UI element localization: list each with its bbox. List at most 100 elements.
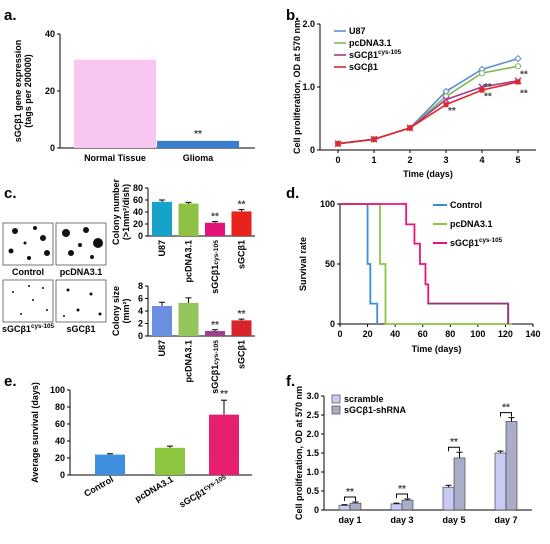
chart-e-average-survival: 0 20 40 60 80 100 Average survival (days) Contr…	[30, 382, 252, 510]
f-y-tick-label: 2.0	[306, 429, 319, 439]
colony-caption: sGCβ1cys-105	[2, 323, 55, 334]
d-x-tick-label: 60	[418, 329, 428, 339]
b-x-tick-label: 0	[335, 155, 340, 165]
b-point	[335, 141, 341, 147]
c1-significance: **	[211, 212, 219, 223]
c1-y-tick-label: 40	[133, 207, 143, 217]
f-legend-swatch	[331, 405, 341, 415]
c1-x-tick-label: pcDNA3.1	[184, 240, 194, 283]
f-y-tick-label: 0	[314, 505, 319, 515]
b-series-line	[337, 81, 519, 145]
chart-c-colony-size: 0 2 4 6 8 Colony size(mm²) U87 pcDNA3.1 sGCβ1cys…	[111, 281, 255, 394]
colony-dot	[42, 287, 44, 289]
b-series-line	[337, 65, 519, 145]
chart-b-proliferation: 0 1.0 2.0 0 1 2 3 4 5 Time (days) Cell proliferati…	[292, 19, 536, 179]
colony-dot	[46, 309, 48, 311]
b-significance: **	[520, 69, 528, 80]
f-x-tick-label: day 5	[442, 515, 465, 525]
c2-y-tick-label: 6	[138, 294, 143, 304]
colony-dot	[8, 248, 14, 254]
colony-dot	[62, 229, 70, 237]
c2-bar	[231, 320, 252, 336]
colony-caption: pcDNA3.1	[60, 267, 103, 277]
b-legend-label: sGCβ1cys-105	[349, 49, 402, 60]
c1-y-tick-label: 60	[133, 195, 143, 205]
e-bar	[209, 414, 239, 475]
d-x-tick-label: 0	[337, 329, 342, 339]
f-bar	[401, 499, 414, 511]
colony-dot	[12, 228, 18, 234]
colony-dot	[44, 250, 50, 256]
colony-dot	[28, 285, 30, 287]
d-y-tick-label: 50	[325, 259, 335, 269]
d-legend-label: pcDNA3.1	[450, 219, 493, 229]
a-significance: **	[194, 129, 202, 140]
f-x-tick-label: day 1	[338, 515, 361, 525]
f-bar	[494, 452, 507, 511]
d-x-tick-label: 20	[363, 329, 373, 339]
f-significance-bracket	[344, 496, 356, 502]
d-x-tick-label: 140	[525, 329, 540, 339]
c2-y-tick-label: 8	[138, 281, 143, 291]
c1-bar	[178, 203, 199, 236]
c1-y-tick-label: 80	[133, 183, 143, 193]
colony-images: Control pcDNA3.1 sGCβ1cys-105 sGCβ1	[2, 222, 107, 334]
f-y-label: Cell proliferation, OD at 570 nm	[294, 386, 304, 520]
panel-label-c: c.	[4, 185, 17, 202]
f-y-tick-label: 1.5	[306, 448, 319, 458]
b-legend-label: U87	[349, 26, 366, 36]
a-y-tick-label: 0	[50, 143, 55, 153]
d-x-tick-label: 80	[445, 329, 455, 339]
c1-x-tick-label: sGCβ1	[237, 240, 247, 269]
b-significance: **	[448, 106, 456, 117]
e-y-tick-label: 100	[50, 385, 65, 395]
d-y-tick-label: 100	[320, 199, 335, 209]
c1-y-label: Colony number(>1mm²/dish)	[111, 179, 131, 245]
b-significance: **	[484, 82, 492, 93]
b-point	[407, 125, 413, 131]
f-bar	[349, 502, 362, 511]
colony-dot	[76, 308, 80, 312]
c1-bar	[231, 211, 252, 236]
b-legend-label: pcDNA3.1	[349, 38, 392, 48]
f-bar	[453, 457, 466, 511]
b-point	[442, 96, 450, 104]
colony-dot	[90, 255, 94, 259]
b-x-tick-label: 1	[371, 155, 376, 165]
c1-x-tick-label: sGCβ1cys-105	[210, 240, 220, 294]
c2-y-label: Colony size(mm²)	[111, 286, 131, 336]
colony-caption: Control	[12, 267, 44, 277]
d-y-label: Survival rate	[298, 237, 308, 291]
d-legend-label: Control	[450, 200, 482, 210]
e-x-tick-label: pcDNA3.1	[133, 474, 175, 504]
d-legend-label: sGCβ1cys-105	[450, 237, 503, 248]
chart-d-survival: 0 50 100 0 20 40 60 80 100 120 140 Time (days) Survi…	[298, 199, 541, 354]
d-series-line	[340, 203, 379, 324]
b-y-tick-label: 1.0	[302, 82, 315, 92]
colony-image	[55, 279, 107, 323]
colony-dot	[63, 315, 65, 317]
colony-caption: sGCβ1	[66, 324, 95, 334]
a-y-label: sGCβ1 gene expression(tags per 200000)	[13, 40, 33, 143]
c2-x-tick-label: sGCβ1	[237, 340, 247, 369]
b-point	[371, 136, 377, 142]
f-y-tick-label: 0.5	[306, 486, 319, 496]
panel-label-e: e.	[4, 373, 17, 390]
c1-significance: **	[238, 200, 246, 211]
colony-dot	[68, 250, 74, 256]
c2-significance: **	[211, 320, 219, 331]
b-significance: **	[484, 91, 492, 102]
f-significance: **	[450, 437, 458, 448]
a-bar	[157, 140, 239, 148]
e-y-tick-label: 60	[55, 419, 65, 429]
f-legend-swatch	[331, 394, 341, 404]
c2-bar	[152, 306, 172, 336]
d-series-line	[428, 302, 510, 324]
b-point	[478, 70, 486, 77]
f-bar	[442, 486, 455, 511]
a-y-tick-label: 20	[45, 86, 55, 96]
c1-bar	[205, 222, 225, 236]
c2-significance: **	[238, 309, 246, 320]
b-point	[515, 79, 521, 85]
